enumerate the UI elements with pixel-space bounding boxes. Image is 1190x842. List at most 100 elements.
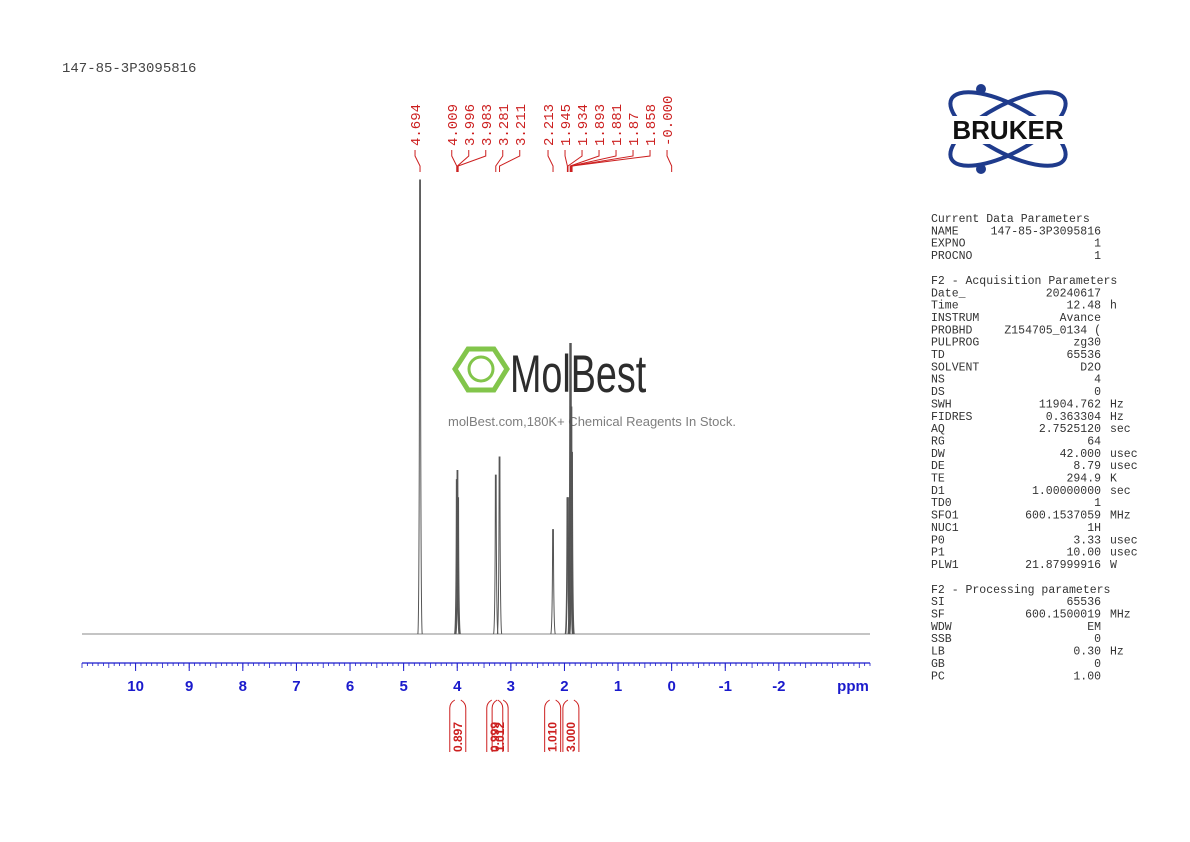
peak-label-leader — [666, 150, 673, 172]
param-key: SOLVENT — [931, 361, 979, 374]
peak-label-leader — [495, 150, 504, 172]
param-value: 3.33 — [1073, 534, 1101, 547]
param-value: Z154705_0134 ( — [1004, 324, 1101, 337]
param-key: DS — [931, 386, 945, 399]
peak-label: 1.881 — [610, 104, 626, 146]
param-value: EM — [1087, 621, 1101, 634]
param-key: EXPNO — [931, 238, 966, 251]
param-key: FIDRES — [931, 411, 973, 424]
x-axis-label: ppm — [837, 678, 869, 695]
param-key: Date_ — [931, 287, 966, 300]
watermark: MolBest molBest.com,180K+ Chemical Reage… — [448, 344, 736, 429]
peak-label: 1.893 — [593, 104, 609, 146]
peak — [454, 470, 461, 635]
integral-bracket — [449, 699, 467, 752]
peak-label-leader — [571, 150, 651, 172]
peak-label-leader — [456, 150, 470, 172]
param-value: 1 — [1094, 238, 1101, 251]
integral-bracket — [562, 699, 580, 752]
param-value: 1.00 — [1073, 670, 1101, 683]
param-key: D1 — [931, 485, 945, 498]
peak-label: 2.213 — [542, 104, 558, 146]
x-tick-label: 3 — [507, 678, 515, 695]
param-key: NAME — [931, 225, 959, 238]
param-value: D2O — [1080, 361, 1101, 374]
param-value: 10.00 — [1066, 547, 1101, 560]
param-key: SSB — [931, 633, 952, 646]
x-tick-label: 4 — [453, 678, 462, 695]
param-value: 600.1537059 — [1025, 510, 1101, 523]
integral-bracket — [544, 699, 562, 752]
x-tick-label: -2 — [772, 678, 785, 695]
x-tick-label: 7 — [292, 678, 300, 695]
param-key: SF — [931, 609, 945, 622]
integral-label: 0.897 — [451, 722, 465, 752]
x-tick-label: 8 — [239, 678, 247, 695]
param-key: DW — [931, 448, 945, 461]
param-value: 64 — [1087, 435, 1101, 448]
param-value: zg30 — [1073, 337, 1101, 350]
param-key: SFO1 — [931, 510, 959, 523]
param-key: NS — [931, 374, 945, 387]
peak-label-leader — [564, 150, 568, 172]
param-unit: usec — [1110, 448, 1138, 461]
section-title: F2 - Acquisition Parameters — [931, 275, 1117, 288]
param-unit: usec — [1110, 547, 1138, 560]
param-key: NUC1 — [931, 522, 959, 535]
peak-label: 1.945 — [559, 104, 575, 146]
param-key: LB — [931, 646, 945, 659]
param-value: 0.30 — [1073, 646, 1101, 659]
param-key: INSTRUM — [931, 312, 979, 325]
param-unit: Hz — [1110, 398, 1124, 411]
param-key: P0 — [931, 534, 945, 547]
x-tick-label: 6 — [346, 678, 354, 695]
param-key: PULPROG — [931, 337, 979, 350]
param-value: 0.363304 — [1046, 411, 1101, 424]
x-tick-label: -1 — [719, 678, 732, 695]
x-tick-label: 10 — [127, 678, 144, 695]
param-value: 147-85-3P3095816 — [991, 225, 1102, 238]
param-value: 1H — [1087, 522, 1101, 535]
x-tick-label: 5 — [399, 678, 407, 695]
param-key: RG — [931, 435, 945, 448]
peak-label-leader — [570, 150, 617, 172]
peak-label-leader — [457, 150, 487, 172]
param-value: 12.48 — [1066, 300, 1101, 313]
param-unit: Hz — [1110, 411, 1124, 424]
param-value: 42.000 — [1060, 448, 1102, 461]
param-key: SWH — [931, 398, 952, 411]
param-key: DE — [931, 460, 945, 473]
peak — [493, 474, 499, 635]
section-title: F2 - Processing parameters — [931, 584, 1110, 597]
logo-text: BRUKER — [952, 115, 1063, 145]
peak-label: 1.858 — [644, 104, 660, 146]
param-key: TD0 — [931, 497, 952, 510]
param-value: 294.9 — [1066, 473, 1101, 486]
peak-label-leader — [451, 150, 458, 172]
param-key: PROCNO — [931, 250, 973, 263]
param-unit: h — [1110, 300, 1117, 313]
peak — [496, 456, 503, 635]
peak-label-leader — [499, 150, 521, 172]
peak-label-leader — [570, 150, 634, 172]
param-unit: sec — [1110, 485, 1131, 498]
peak-label: 1.87 — [627, 112, 643, 146]
param-key: AQ — [931, 423, 945, 436]
param-value: 0 — [1094, 633, 1101, 646]
section-title: Current Data Parameters — [931, 213, 1090, 226]
peak — [550, 529, 556, 635]
bruker-logo: BRUKER — [924, 84, 1092, 174]
x-tick-label: 9 — [185, 678, 193, 695]
x-tick-label: 0 — [667, 678, 675, 695]
param-value: 8.79 — [1073, 460, 1101, 473]
param-value: 21.87999916 — [1025, 559, 1101, 572]
param-key: WDW — [931, 621, 952, 634]
param-value: 2.7525120 — [1039, 423, 1101, 436]
integral-label: 3.000 — [564, 722, 578, 752]
param-key: TE — [931, 473, 945, 486]
param-value: 0 — [1094, 386, 1101, 399]
param-value: 1.00000000 — [1032, 485, 1101, 498]
param-value: 4 — [1094, 374, 1101, 387]
peak — [417, 179, 423, 635]
